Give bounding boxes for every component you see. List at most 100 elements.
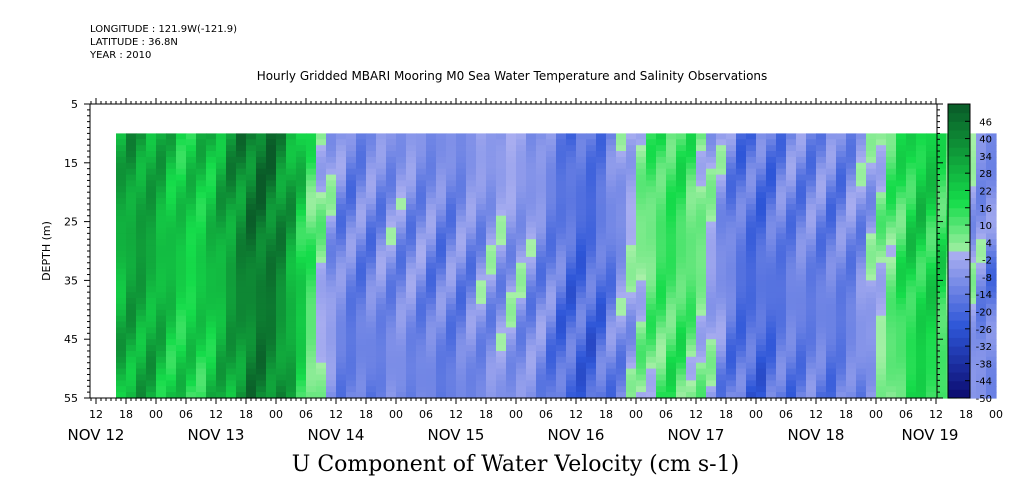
heatmap-cell [726, 168, 737, 176]
heatmap-cell [166, 380, 177, 387]
heatmap-cell [426, 156, 437, 164]
heatmap-cell [256, 215, 267, 223]
heatmap-cell [606, 215, 617, 223]
heatmap-cell [766, 198, 777, 205]
heatmap-cell [856, 245, 867, 252]
heatmap-cell [286, 262, 297, 270]
heatmap-cell [686, 262, 697, 270]
heatmap-cell [436, 256, 447, 264]
heatmap-cell [536, 368, 547, 376]
heatmap-cell [436, 151, 447, 158]
heatmap-cell [656, 192, 667, 199]
heatmap-cell [416, 262, 427, 270]
heatmap-cell [916, 268, 927, 276]
heatmap-cell [556, 239, 567, 246]
heatmap-cell [966, 309, 977, 317]
heatmap-cell [546, 392, 557, 399]
heatmap-cell [856, 362, 867, 370]
heatmap-cell [416, 139, 427, 146]
heatmap-cell [486, 392, 497, 399]
heatmap-cell [716, 309, 727, 317]
heatmap-cell [376, 204, 387, 211]
heatmap-cell [436, 139, 447, 146]
heatmap-cell [816, 345, 827, 352]
heatmap-cell [926, 286, 937, 293]
heatmap-cell [496, 262, 507, 270]
heatmap-cell [156, 168, 167, 176]
heatmap-cell [616, 268, 627, 276]
heatmap-cell [546, 339, 557, 346]
heatmap-cell [666, 380, 677, 387]
heatmap-cell [816, 380, 827, 387]
heatmap-cell [116, 309, 127, 317]
heatmap-cell [286, 392, 297, 399]
heatmap-cell [356, 380, 367, 387]
heatmap-cell [336, 156, 347, 164]
heatmap-cell [646, 274, 657, 281]
heatmap-cell [846, 209, 857, 217]
heatmap-cell [436, 192, 447, 199]
heatmap-cell [586, 156, 597, 164]
heatmap-cell [246, 315, 257, 323]
heatmap-cell [576, 168, 587, 176]
heatmap-cell [836, 321, 847, 329]
heatmap-cell [726, 198, 737, 205]
heatmap-cell [896, 292, 907, 299]
heatmap-cell [566, 303, 577, 311]
heatmap-cell [656, 239, 667, 246]
heatmap-cell [866, 339, 877, 346]
heatmap-cell [286, 227, 297, 234]
heatmap-cell [666, 215, 677, 223]
heatmap-cell [926, 215, 937, 223]
heatmap-cell [306, 239, 317, 246]
heatmap-cell [316, 303, 327, 311]
heatmap-cell [556, 333, 567, 340]
heatmap-cell [126, 180, 137, 187]
heatmap-cell [356, 339, 367, 346]
heatmap-cell [346, 321, 357, 329]
heatmap-cell [646, 151, 657, 158]
heatmap-cell [646, 180, 657, 187]
heatmap-cell [436, 321, 447, 329]
heatmap-cell [236, 315, 247, 323]
heatmap-cell [296, 392, 307, 399]
heatmap-cell [206, 362, 217, 370]
heatmap-cell [626, 221, 637, 229]
heatmap-cell [496, 192, 507, 199]
heatmap-cell [286, 274, 297, 281]
heatmap-cell [836, 133, 847, 140]
heatmap-cell [776, 339, 787, 346]
heatmap-cell [856, 298, 867, 305]
heatmap-cell [556, 180, 567, 187]
heatmap-cell [816, 333, 827, 340]
heatmap-cell [746, 145, 757, 152]
heatmap-cell [986, 198, 997, 205]
heatmap-cell [816, 139, 827, 146]
heatmap-cell [586, 368, 597, 376]
heatmap-cell [596, 274, 607, 281]
heatmap-cell [966, 156, 977, 164]
heatmap-cell [986, 215, 997, 223]
heatmap-cell [606, 374, 617, 381]
heatmap-cell [306, 233, 317, 240]
heatmap-cell [316, 280, 327, 287]
heatmap-cell [796, 274, 807, 281]
heatmap-cell [756, 145, 767, 152]
heatmap-cell [146, 168, 157, 176]
heatmap-cell [936, 303, 947, 311]
heatmap-cell [286, 156, 297, 164]
heatmap-cell [796, 209, 807, 217]
heatmap-cell [286, 251, 297, 258]
heatmap-cell [686, 162, 697, 170]
year-label: YEAR : 2010 [90, 50, 152, 61]
heatmap-cell [486, 256, 497, 264]
heatmap-cell [686, 233, 697, 240]
heatmap-cell [556, 215, 567, 223]
heatmap-cell [716, 204, 727, 211]
heatmap-cell [736, 192, 747, 199]
heatmap-cell [636, 221, 647, 229]
heatmap-cell [496, 221, 507, 229]
heatmap-cell [396, 133, 407, 140]
heatmap-cell [916, 280, 927, 287]
heatmap-cell [346, 180, 357, 187]
